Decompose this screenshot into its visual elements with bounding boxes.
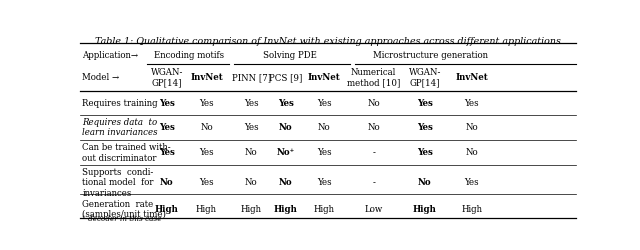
Text: InvNet: InvNet <box>456 73 488 82</box>
Text: Model →: Model → <box>83 73 120 82</box>
Text: Yes: Yes <box>417 123 433 132</box>
Text: No: No <box>279 123 292 132</box>
Text: Yes: Yes <box>317 99 332 108</box>
Text: No⁺: No⁺ <box>276 148 295 157</box>
Text: Yes: Yes <box>159 99 175 108</box>
Text: Yes: Yes <box>199 178 214 186</box>
Text: Yes: Yes <box>417 148 433 157</box>
Text: Requires training: Requires training <box>83 99 158 108</box>
Text: No: No <box>245 148 257 157</box>
Text: No: No <box>418 178 431 186</box>
Text: High: High <box>155 204 179 213</box>
Text: Yes: Yes <box>417 99 433 108</box>
Text: Low: Low <box>365 204 383 213</box>
Text: PCS [9]: PCS [9] <box>269 73 303 82</box>
Text: Yes: Yes <box>199 148 214 157</box>
Text: No: No <box>200 123 212 132</box>
Text: Supports  condi-
tional model  for
invariances: Supports condi- tional model for invaria… <box>83 167 154 197</box>
Text: High: High <box>196 204 217 213</box>
Text: No: No <box>465 148 478 157</box>
Text: Application→: Application→ <box>83 50 139 59</box>
Text: ⁺ decoder in this case: ⁺ decoder in this case <box>83 214 162 222</box>
Text: Microstructure generation: Microstructure generation <box>372 50 488 59</box>
Text: High: High <box>241 204 262 213</box>
Text: No: No <box>367 99 380 108</box>
Text: Encoding motifs: Encoding motifs <box>154 50 224 59</box>
Text: No: No <box>245 178 257 186</box>
Text: WGAN-
GP[14]: WGAN- GP[14] <box>408 68 441 87</box>
Text: InvNet: InvNet <box>308 73 340 82</box>
Text: No: No <box>317 123 330 132</box>
Text: Yes: Yes <box>317 148 332 157</box>
Text: High: High <box>413 204 436 213</box>
Text: Table 1: Qualitative comparison of InvNet with existing approaches across differ: Table 1: Qualitative comparison of InvNe… <box>95 37 561 46</box>
Text: Yes: Yes <box>278 99 294 108</box>
Text: Yes: Yes <box>199 99 214 108</box>
Text: Yes: Yes <box>159 148 175 157</box>
Text: PINN [7]: PINN [7] <box>232 73 271 82</box>
Text: High: High <box>461 204 483 213</box>
Text: -: - <box>372 178 375 186</box>
Text: WGAN-
GP[14]: WGAN- GP[14] <box>150 68 183 87</box>
Text: High: High <box>314 204 335 213</box>
Text: Can be trained with-
out discriminator: Can be trained with- out discriminator <box>83 142 171 162</box>
Text: No: No <box>160 178 173 186</box>
Text: Yes: Yes <box>244 123 259 132</box>
Text: Numerical
method [10]: Numerical method [10] <box>347 68 400 87</box>
Text: No: No <box>367 123 380 132</box>
Text: Solving PDE: Solving PDE <box>263 50 317 59</box>
Text: Yes: Yes <box>244 99 259 108</box>
Text: High: High <box>274 204 298 213</box>
Text: Yes: Yes <box>317 178 332 186</box>
Text: Generation  rate
(samples/unit time): Generation rate (samples/unit time) <box>83 199 166 218</box>
Text: -: - <box>372 148 375 157</box>
Text: No: No <box>465 123 478 132</box>
Text: Requires data  to
learn invariances: Requires data to learn invariances <box>83 118 158 137</box>
Text: Yes: Yes <box>465 99 479 108</box>
Text: Yes: Yes <box>465 178 479 186</box>
Text: InvNet: InvNet <box>190 73 223 82</box>
Text: Yes: Yes <box>159 123 175 132</box>
Text: No: No <box>279 178 292 186</box>
